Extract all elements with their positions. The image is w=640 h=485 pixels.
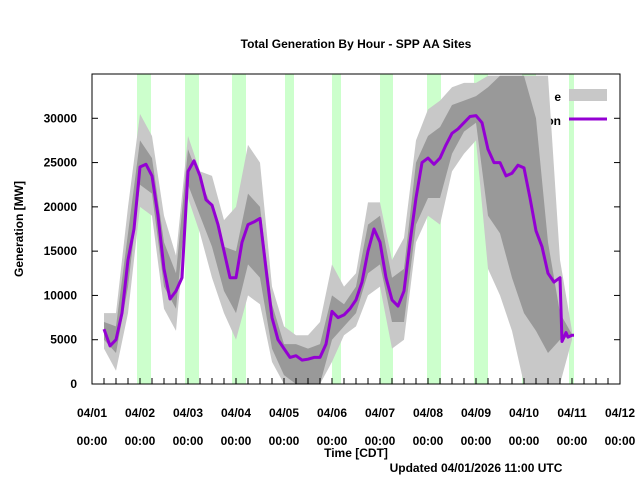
x-tick-label-date: 04/08 (413, 406, 443, 420)
x-tick-label-time: 00:00 (509, 434, 540, 448)
legend-label-band: e (554, 90, 561, 104)
highlight-period (185, 74, 199, 384)
x-tick-label-date: 04/06 (317, 406, 347, 420)
x-tick-label-time: 00:00 (173, 434, 204, 448)
highlight-period (137, 74, 151, 384)
x-tick-label-time: 00:00 (605, 434, 636, 448)
y-axis-label: Generation [MW] (12, 181, 26, 277)
x-tick-label-time: 00:00 (461, 434, 492, 448)
x-tick-label-date: 04/02 (125, 406, 155, 420)
legend-key-band (569, 89, 607, 101)
x-tick-label-date: 04/01 (77, 406, 107, 420)
x-tick-label-date: 04/12 (605, 406, 635, 420)
y-tick-label: 15000 (44, 244, 78, 258)
x-tick-label-time: 00:00 (557, 434, 588, 448)
x-tick-label-time: 00:00 (413, 434, 444, 448)
y-tick-label: 5000 (50, 333, 77, 347)
legend-keys (569, 89, 607, 119)
x-tick-label-time: 00:00 (221, 434, 252, 448)
y-tick-label: 30000 (44, 111, 78, 125)
x-tick-label-date: 04/09 (461, 406, 491, 420)
chart-title: Total Generation By Hour - SPP AA Sites (241, 37, 472, 51)
x-tick-label-date: 04/11 (557, 406, 587, 420)
x-tick-label-time: 00:00 (269, 434, 300, 448)
updated-timestamp: Updated 04/01/2026 11:00 UTC (390, 461, 563, 475)
x-tick-label-date: 04/07 (365, 406, 395, 420)
x-axis-label: Time [CDT] (324, 446, 388, 460)
x-tick-label-time: 00:00 (77, 434, 108, 448)
y-tick-label: 20000 (44, 200, 78, 214)
y-tick-label: 25000 (44, 156, 78, 170)
y-tick-label: 0 (70, 377, 77, 391)
x-tick-label-date: 04/10 (509, 406, 539, 420)
y-tick-label: 10000 (44, 288, 78, 302)
x-tick-label-date: 04/03 (173, 406, 203, 420)
x-tick-label-time: 00:00 (125, 434, 156, 448)
x-tick-label-date: 04/05 (269, 406, 299, 420)
x-tick-label-date: 04/04 (221, 406, 251, 420)
